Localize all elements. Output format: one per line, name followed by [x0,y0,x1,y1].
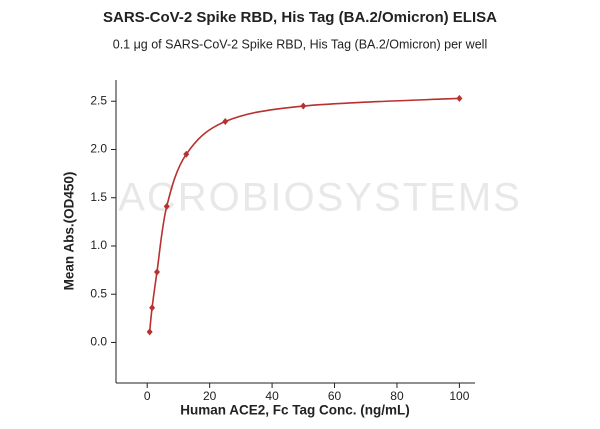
y-tick-label: 0.0 [90,335,107,349]
data-point [163,202,170,210]
x-axis-label: Human ACE2, Fc Tag Conc. (ng/mL) [180,403,410,418]
watermark: ACROBIOSYSTEMS [118,176,522,220]
chart-title: SARS-CoV-2 Spike RBD, His Tag (BA.2/Omic… [103,9,497,26]
data-point [146,328,153,336]
data-point [149,304,156,312]
y-tick-label: 1.0 [90,238,107,252]
chart-subtitle: 0.1 μg of SARS-CoV-2 Spike RBD, His Tag … [113,37,487,51]
x-tick-label: 40 [265,389,279,403]
data-point [183,150,190,158]
data-point [456,94,463,102]
y-tick-label: 0.5 [90,286,107,300]
y-tick-label: 2.5 [90,93,107,107]
x-tick-label: 80 [390,389,404,403]
x-tick-label: 100 [449,389,469,403]
data-point [222,117,229,125]
x-tick-label: 60 [328,389,342,403]
data-point [300,102,307,110]
data-point [153,268,160,276]
x-tick-label: 20 [203,389,217,403]
fit-curve [148,97,460,332]
y-tick-label: 2.0 [90,142,107,156]
y-tick-label: 1.5 [90,190,107,204]
x-tick-label: 0 [144,389,151,403]
y-axis-label: Mean Abs.(OD450) [62,172,77,291]
